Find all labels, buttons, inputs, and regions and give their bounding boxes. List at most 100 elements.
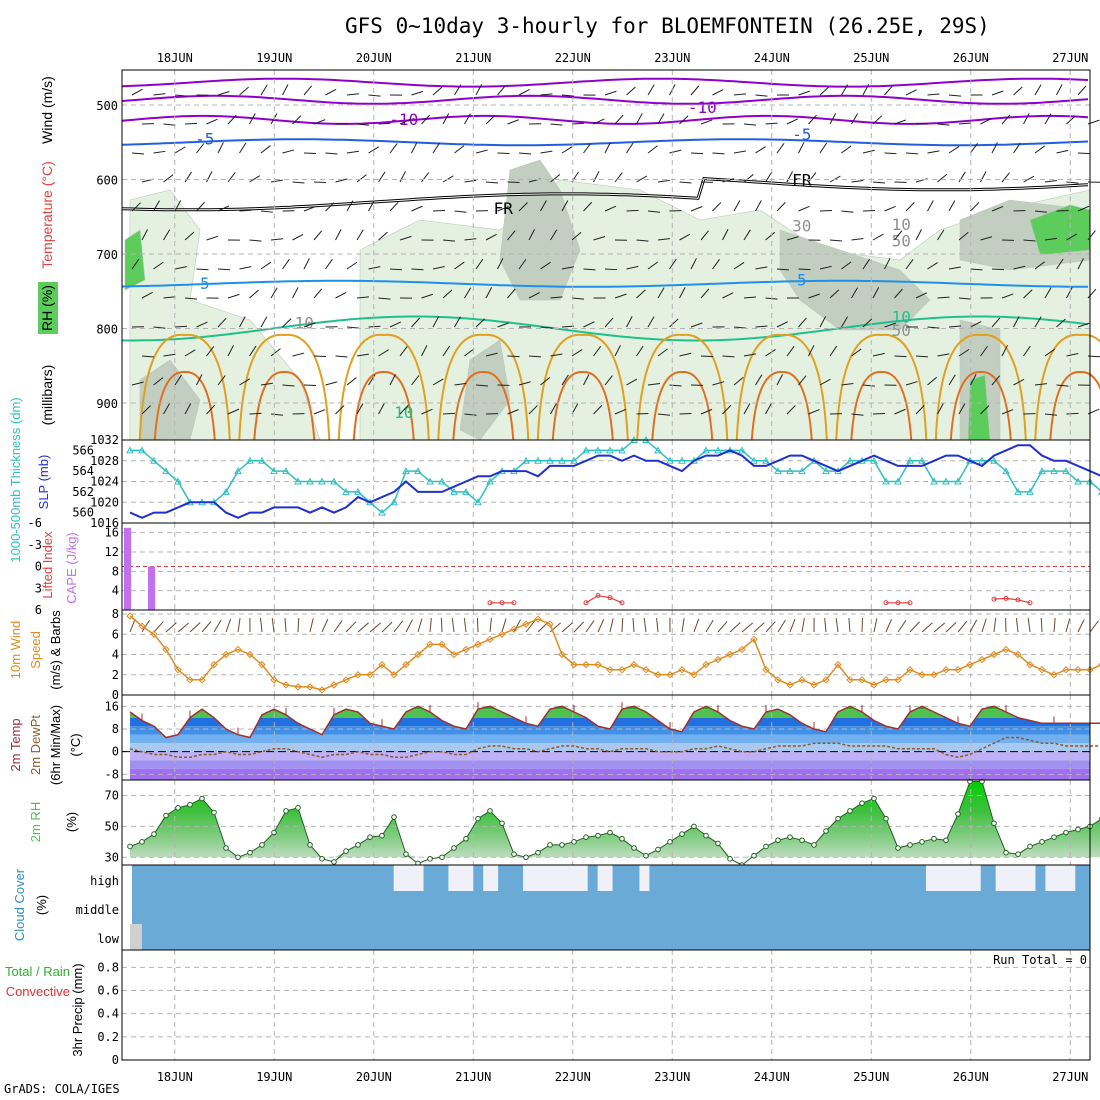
wind-barb [442, 289, 453, 299]
wind-barb [411, 90, 424, 96]
wind-barb [819, 86, 830, 96]
wind-barb [260, 210, 273, 213]
wind-barb [485, 233, 497, 241]
wind-barb [733, 376, 744, 386]
wind-barb [368, 146, 380, 154]
wind-barb [765, 349, 776, 357]
wind-barb [464, 179, 477, 183]
wind-barb [389, 143, 398, 154]
wind-barb [604, 317, 614, 328]
wind-barb [712, 89, 724, 96]
surface-wind-barb [681, 618, 685, 633]
wind-barb [851, 287, 858, 299]
surface-wind-barb [321, 619, 329, 633]
wind-barb [604, 142, 611, 154]
wind-barb [786, 405, 796, 415]
wind-barb [561, 200, 569, 212]
wind-barb [442, 239, 455, 242]
wind-barb [1013, 265, 1026, 270]
date-label-bottom: 20JUN [356, 1070, 392, 1084]
wind-speed-marker [558, 650, 566, 659]
surface-wind-barb [993, 618, 997, 633]
temp-band [130, 751, 1090, 761]
wind-barb [636, 345, 644, 357]
wind-barb [690, 258, 697, 270]
date-label-top: 24JUN [754, 51, 790, 65]
surface-wind-barb [393, 620, 404, 633]
surface-wind-barb [969, 619, 978, 633]
wind-speed-marker [666, 671, 674, 679]
wind-barb [626, 142, 634, 154]
wind-speed-marker [486, 635, 494, 644]
pressure-tick: 700 [96, 248, 118, 262]
wind-barb [614, 345, 621, 357]
wind-barb [636, 289, 646, 299]
wind-barb [948, 146, 960, 154]
thickness-marker [870, 456, 878, 464]
wind-barb [411, 205, 423, 212]
wind-speed-marker [726, 650, 734, 659]
wind-barb [1044, 113, 1052, 125]
wind-barb [475, 384, 488, 387]
wind-barb [722, 229, 729, 241]
wind-speed-marker [606, 665, 614, 674]
wind-barb [464, 413, 477, 416]
wind-barb [733, 93, 746, 96]
wind-barb [1001, 345, 1008, 357]
wind-speed-marker [546, 620, 554, 628]
wind-barb [583, 374, 590, 386]
date-label-bottom: 26JUN [953, 1070, 989, 1084]
cloud-row-label: low [97, 932, 119, 946]
wind-barb [442, 412, 456, 415]
wind-speed-marker [438, 640, 446, 649]
wind-barb [657, 179, 670, 183]
wind-barb [669, 149, 682, 154]
rh-marker [619, 835, 625, 842]
wind-barb [690, 85, 700, 96]
thickness-marker [702, 446, 710, 454]
wind-barb [475, 258, 484, 270]
surface-wind-barb [177, 622, 190, 633]
wind-barb [550, 123, 563, 126]
wind-barb [313, 119, 326, 125]
wind-barb [927, 200, 934, 212]
pressure-tick: 800 [96, 323, 118, 337]
wind-barb [518, 258, 527, 270]
contour-label: 50 [892, 321, 911, 340]
wind-barb [980, 171, 987, 183]
thickness-marker [954, 477, 962, 485]
surface-wind-barb [297, 617, 300, 633]
thickness-marker [1026, 487, 1034, 495]
wind-barb [292, 352, 305, 357]
wind-barb [657, 238, 670, 241]
thickness-marker [318, 477, 326, 485]
thickness-marker [678, 456, 686, 464]
cloud-row-label: middle [76, 903, 119, 917]
wind-barb [131, 202, 141, 212]
thickness-marker [798, 467, 806, 475]
wind-barb [335, 355, 348, 358]
thickness-marker [930, 477, 938, 485]
contour-label: 10 [892, 308, 911, 327]
surface-wind-barb [141, 619, 150, 633]
wind-barb [217, 90, 230, 96]
thickness-marker [894, 477, 902, 485]
surface-wind-barb [643, 618, 647, 633]
surface-wind-barb [801, 618, 805, 633]
li-marker [607, 595, 613, 601]
wind-speed-marker [162, 645, 170, 654]
wind-barb [991, 142, 998, 154]
thickness-marker [606, 446, 614, 454]
wind-barb [131, 381, 144, 386]
wind-speed-marker [474, 640, 482, 649]
rh-marker [511, 851, 517, 857]
wind-barb [991, 205, 1004, 212]
wind-barb [1023, 345, 1031, 357]
wind-barb [411, 375, 420, 386]
surface-wind-barb [741, 622, 754, 633]
li-marker [619, 600, 625, 606]
wind-barb [313, 230, 323, 241]
wind-barb [808, 114, 817, 125]
thickness-line [130, 439, 1100, 514]
